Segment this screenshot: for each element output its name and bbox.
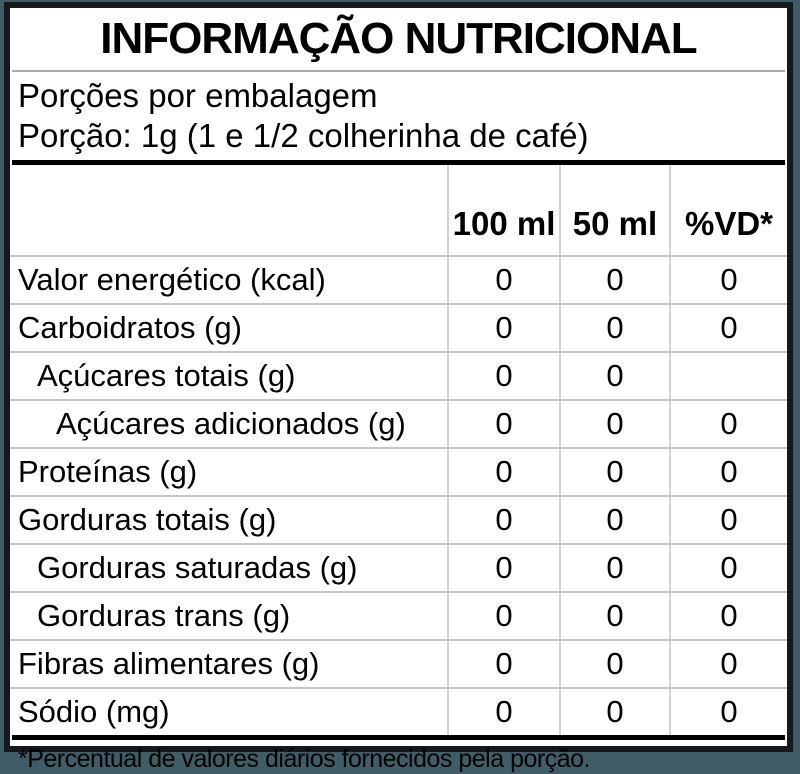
value-cell-vd: 0	[669, 256, 787, 305]
value-cell-50ml: 0	[559, 592, 670, 641]
table-row: Valor energético (kcal) 0 0 0	[10, 256, 787, 305]
value-cell-50ml: 0	[559, 544, 670, 593]
value-cell-50ml: 0	[559, 688, 670, 735]
value-cell-100ml: 0	[447, 400, 560, 449]
value-cell-50ml: 0	[559, 496, 670, 545]
nutrition-table: 100 ml 50 ml %VD* Valor energético (kcal…	[10, 165, 787, 735]
value-cell-vd: 0	[669, 400, 787, 449]
value-cell-100ml: 0	[447, 592, 560, 641]
nutrition-label: INFORMAÇÃO NUTRICIONAL Porções por embal…	[4, 2, 793, 773]
column-header-vd: %VD*	[669, 165, 787, 257]
footnote-text: *Percentual de valores diários fornecido…	[18, 745, 590, 773]
table-row: Fibras alimentares (g) 0 0 0	[10, 640, 787, 689]
value-cell-vd: 0	[669, 592, 787, 641]
value-cell-vd: 0	[669, 688, 787, 735]
table-row: Gorduras totais (g) 0 0 0	[10, 496, 787, 545]
nutrient-name: Carboidratos (g)	[10, 304, 448, 353]
nutrient-name: Proteínas (g)	[10, 448, 448, 497]
table-row: Proteínas (g) 0 0 0	[10, 448, 787, 497]
title-divider	[12, 70, 785, 72]
portion-block: Porções por embalagem Porção: 1g (1 e 1/…	[10, 72, 787, 160]
value-cell-100ml: 0	[447, 496, 560, 545]
column-header-100ml: 100 ml	[447, 165, 560, 257]
nutrient-name: Gorduras saturadas (g)	[10, 544, 448, 593]
table-row: Açúcares totais (g) 0 0	[10, 352, 787, 401]
nutrient-name: Sódio (mg)	[18, 694, 170, 729]
nutrition-table-body: Valor energético (kcal) 0 0 0 Carboidratos (…	[10, 256, 787, 735]
value-cell-100ml: 0	[447, 304, 560, 353]
column-header-50ml: 50 ml	[559, 165, 670, 257]
value-cell-100ml: 0	[447, 688, 560, 735]
label-title: INFORMAÇÃO NUTRICIONAL	[100, 14, 697, 63]
value-cell-50ml: 0	[559, 256, 670, 305]
nutrient-name: Gorduras trans (g)	[10, 592, 448, 641]
value-cell-vd: 0	[669, 448, 787, 497]
value-cell-50ml: 0	[559, 304, 670, 353]
table-row: Sódio (mg) 0 0 0	[10, 688, 787, 735]
background: { "label": { "title": "INFORMAÇÃO NUTRIC…	[4, 2, 793, 773]
value-cell-50ml: 0	[559, 352, 670, 401]
value-cell-100ml: 0	[447, 544, 560, 593]
value-cell-100ml: 0	[447, 256, 560, 305]
header-divider	[12, 160, 785, 165]
nutrient-name: Gorduras totais (g)	[10, 496, 448, 545]
value-cell-vd: 0	[669, 544, 787, 593]
servings-text: Porções por embalagem	[18, 77, 378, 114]
column-header-blank	[10, 165, 448, 257]
value-cell-vd: 0	[669, 304, 787, 353]
value-cell-100ml: 0	[447, 448, 560, 497]
table-row: Carboidratos (g) 0 0 0	[10, 304, 787, 353]
value-cell-50ml: 0	[559, 448, 670, 497]
value-cell-50ml: 0	[559, 640, 670, 689]
nutrient-name: Valor energético (kcal)	[10, 256, 448, 305]
table-row: Gorduras saturadas (g) 0 0 0	[10, 544, 787, 593]
table-header-row: 100 ml 50 ml %VD*	[10, 165, 787, 257]
table-row: Gorduras trans (g) 0 0 0	[10, 592, 787, 641]
value-cell-vd: 0	[669, 496, 787, 545]
footnote-divider	[12, 735, 785, 740]
nutrient-name: Fibras alimentares (g)	[10, 640, 448, 689]
value-cell-vd: 0	[669, 640, 787, 689]
value-cell-50ml: 0	[559, 400, 670, 449]
value-cell-100ml: 0	[447, 640, 560, 689]
value-cell-100ml: 0	[447, 352, 560, 401]
nutrient-name: Açúcares totais (g)	[10, 352, 448, 401]
nutrient-name: Açúcares adicionados (g)	[10, 400, 448, 449]
table-row: Açúcares adicionados (g) 0 0 0	[10, 400, 787, 449]
value-cell-vd	[669, 352, 787, 401]
portion-text: Porção: 1g (1 e 1/2 colherinha de café)	[18, 117, 589, 154]
